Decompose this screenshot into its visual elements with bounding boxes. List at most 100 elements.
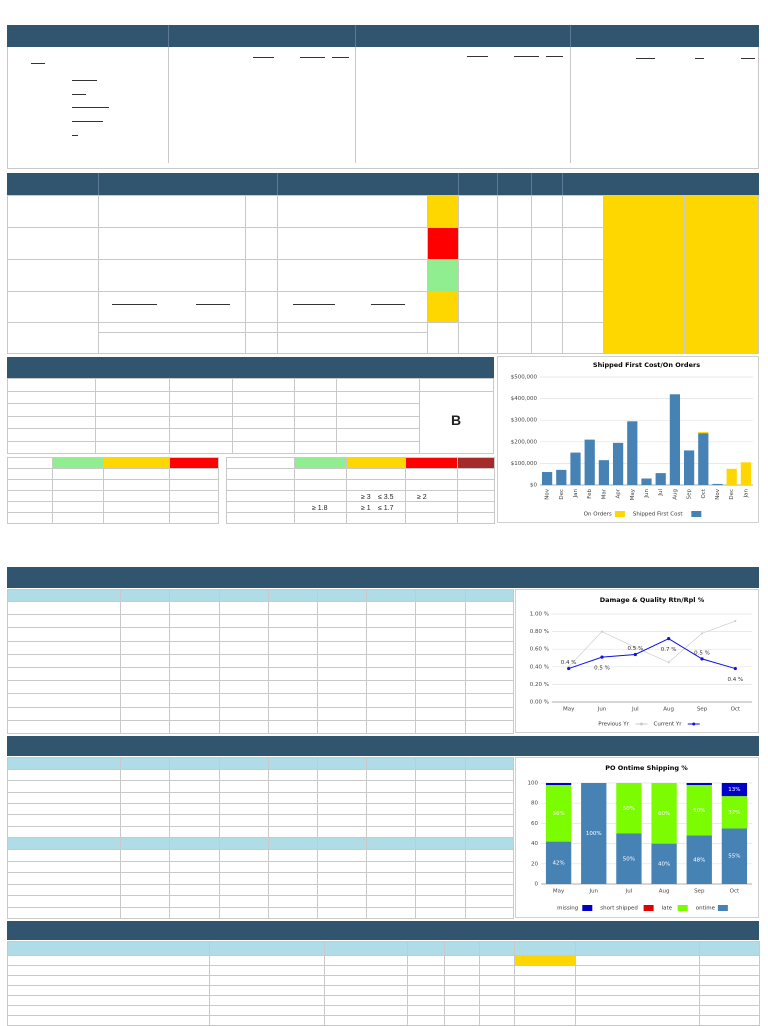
bar-segment xyxy=(556,469,567,485)
table-cell xyxy=(120,720,170,734)
table-cell xyxy=(169,601,220,615)
table-cell xyxy=(219,907,269,919)
y-tick-label: 0.60 % xyxy=(530,647,549,653)
underline xyxy=(332,57,349,58)
table-cell xyxy=(7,403,96,417)
chart-title: Damage & Quality Rtn/Rpl % xyxy=(600,596,705,604)
line xyxy=(568,638,736,670)
section-header xyxy=(7,921,759,940)
table-cell xyxy=(699,1015,760,1026)
table-cell xyxy=(95,441,170,454)
table-cell xyxy=(427,195,459,228)
table-cell xyxy=(317,680,367,694)
table-cell xyxy=(415,707,466,721)
table-cell xyxy=(465,707,514,721)
table-cell xyxy=(531,259,563,292)
y-tick-label: 1.00 % xyxy=(530,612,549,618)
legend-label: Shipped First Cost xyxy=(633,512,684,518)
table-cell xyxy=(245,259,278,292)
table-cell xyxy=(268,680,318,694)
legend-label: On Orders xyxy=(584,512,612,518)
chart: Damage & Quality Rtn/Rpl % 0.00 % 0.20 % 0.… xyxy=(515,589,759,733)
table-cell xyxy=(277,227,428,260)
data-label: 42% xyxy=(552,860,564,866)
table-cell xyxy=(169,403,233,417)
table-cell xyxy=(169,641,220,655)
underline xyxy=(467,56,488,57)
bar-segment xyxy=(545,841,572,884)
y-tick-label: 80 xyxy=(531,801,538,807)
section-header xyxy=(7,736,759,756)
table-cell xyxy=(294,403,337,417)
header-separator xyxy=(562,173,563,195)
bar-segment xyxy=(726,468,737,485)
chart-title: PO Ontime Shipping % xyxy=(605,764,688,772)
table-cell xyxy=(98,227,246,260)
table-cell xyxy=(514,941,576,956)
table-cell xyxy=(317,627,367,642)
threshold-label: ≥ 1.8 xyxy=(312,505,328,512)
y-tick-label: $300,000 xyxy=(511,418,538,424)
y-tick-label: $100,000 xyxy=(511,461,538,467)
point xyxy=(700,657,704,661)
y-tick-label: 60 xyxy=(531,821,538,827)
table-cell xyxy=(7,614,121,628)
data-label: 0.4 % xyxy=(727,677,743,683)
y-tick-label: $200,000 xyxy=(511,439,538,445)
table-cell xyxy=(7,627,121,642)
x-tick-label: Jul xyxy=(658,489,664,497)
table-cell xyxy=(7,667,121,681)
bar-segment xyxy=(686,835,712,884)
bar-segment xyxy=(721,783,748,797)
data-label: 60% xyxy=(658,811,670,817)
data-label: 48% xyxy=(693,857,705,863)
table-cell xyxy=(415,627,466,642)
x-tick-label: May xyxy=(553,889,565,895)
table-cell xyxy=(294,512,347,524)
point xyxy=(701,632,703,635)
column-line xyxy=(168,47,169,163)
x-tick-label: Aug xyxy=(672,489,678,500)
table-cell xyxy=(103,512,170,524)
section-header xyxy=(7,357,494,378)
table-cell xyxy=(497,195,532,228)
status-block xyxy=(603,195,685,354)
x-tick-label: Jan xyxy=(573,488,579,498)
table-cell xyxy=(226,512,295,524)
data-label: 0.5 % xyxy=(594,666,610,672)
table-cell xyxy=(120,707,170,721)
y-tick-label: 0.20 % xyxy=(530,682,549,688)
point xyxy=(667,637,671,641)
threshold-label: ≥ 3 xyxy=(361,494,371,501)
data-label: 13% xyxy=(728,787,740,793)
table-cell xyxy=(415,614,466,628)
table-cell xyxy=(7,512,53,524)
x-tick-label: Jul xyxy=(625,889,633,895)
table-cell xyxy=(458,195,498,228)
x-tick-label: Sep xyxy=(687,489,693,500)
table-cell xyxy=(7,195,99,228)
header-separator xyxy=(570,25,571,47)
column-line xyxy=(355,47,356,163)
table-cell xyxy=(366,667,416,681)
table-cell xyxy=(415,601,466,615)
y-tick-label: $400,000 xyxy=(511,396,538,402)
table-cell xyxy=(120,654,170,668)
table-cell xyxy=(479,1015,515,1026)
table-cell xyxy=(7,227,99,260)
table-cell xyxy=(497,291,532,323)
table-cell xyxy=(366,627,416,642)
table-cell xyxy=(219,627,269,642)
bar-segment xyxy=(698,432,709,434)
legend-marker xyxy=(582,905,593,911)
table-cell xyxy=(7,693,121,708)
grade-cell xyxy=(419,391,494,454)
table-cell xyxy=(277,322,428,354)
table-cell xyxy=(427,322,459,354)
table-cell xyxy=(219,641,269,655)
table-cell xyxy=(7,1015,210,1026)
table-cell xyxy=(336,378,420,392)
table-cell xyxy=(531,322,563,354)
x-tick-label: Jan xyxy=(743,488,749,498)
